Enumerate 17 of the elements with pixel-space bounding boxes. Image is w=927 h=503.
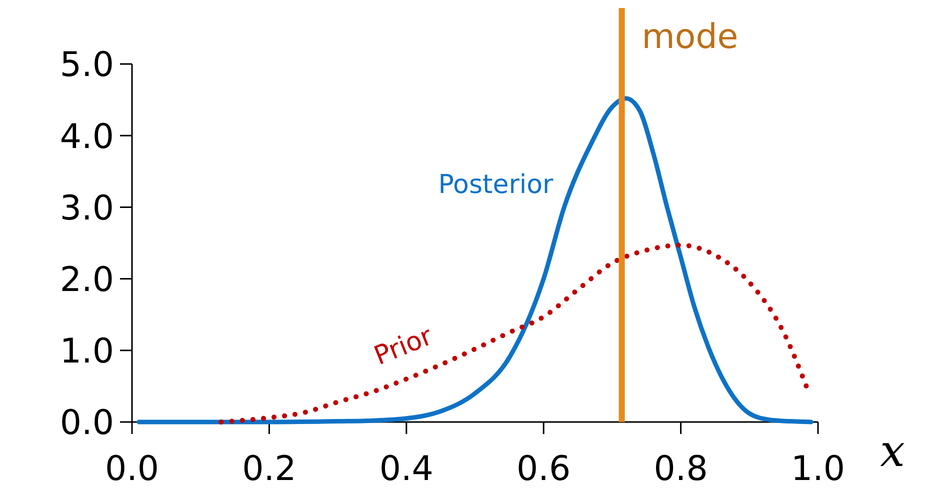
line-series	[136, 96, 814, 424]
x-tick-label: 0.2	[242, 449, 296, 489]
y-tick-label: 5.0	[60, 45, 114, 86]
text: Prior	[370, 321, 437, 372]
x-tick-label: 0.0	[104, 449, 160, 489]
y-tick-label: 1.0	[60, 332, 114, 372]
series-label: Posterior	[438, 170, 554, 200]
ref-line-label: mode	[642, 17, 738, 57]
x-tick-label: 1.0	[790, 449, 846, 489]
y-tick-label: 4.0	[60, 116, 114, 157]
x-tick-label: 0.4	[379, 449, 434, 489]
y-tick-label: 0.0	[60, 403, 114, 444]
y-tick-label: 3.0	[60, 188, 114, 228]
x-tick-label: 0.8	[654, 449, 708, 489]
y-tick-label: 2.0	[60, 260, 114, 300]
x-tick-label: 0.6	[516, 449, 571, 489]
x-axis-title: x	[880, 426, 906, 477]
